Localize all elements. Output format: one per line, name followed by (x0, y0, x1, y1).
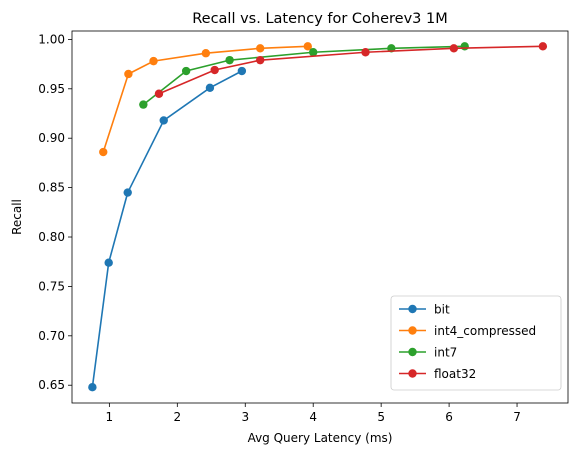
data-point-int4_compressed (303, 42, 312, 51)
series-int4_compressed (99, 42, 312, 157)
y-tick-label: 0.90 (38, 131, 65, 145)
x-tick-label: 1 (106, 410, 114, 424)
data-point-int4_compressed (149, 56, 158, 66)
legend-swatch-marker (408, 369, 417, 378)
series-bit (88, 66, 247, 392)
legend-swatch-marker (408, 326, 417, 335)
legend-label: int7 (434, 346, 457, 360)
x-tick-label: 3 (241, 410, 249, 424)
series-float32 (154, 42, 548, 98)
data-point-float32 (210, 65, 219, 75)
data-point-bit (104, 258, 113, 267)
legend-entry-bit: bit (399, 303, 450, 317)
data-point-int7 (139, 100, 148, 109)
plot-series (88, 42, 548, 392)
data-point-bit (88, 382, 97, 392)
y-axis-label: Recall (10, 199, 24, 235)
data-point-int4_compressed (99, 147, 108, 157)
data-point-bit (123, 188, 132, 197)
data-point-float32 (256, 55, 265, 65)
axis-ticks: 1 2 3 4 5 6 7 0.65 0.70 0.75 0.80 0.85 0.90 0.95 1.00 (38, 32, 521, 424)
y-tick-label: 0.95 (38, 82, 65, 96)
legend-entry-int4_compressed: int4_compressed (399, 324, 536, 338)
data-point-bit (237, 66, 247, 76)
legend-swatch-marker (408, 347, 417, 357)
data-point-int7 (181, 66, 191, 76)
data-point-int4_compressed (201, 49, 211, 58)
legend: bit int4_compressed int7 float32 (390, 295, 562, 391)
data-point-float32 (538, 42, 548, 51)
chart-title: Recall vs. Latency for Coherev3 1M (192, 11, 448, 27)
x-tick-label: 5 (377, 410, 385, 424)
y-tick-label: 0.65 (38, 378, 65, 392)
data-point-bit (205, 83, 215, 93)
x-tick-label: 2 (173, 410, 181, 424)
data-point-int4_compressed (124, 69, 133, 79)
legend-label: float32 (434, 367, 476, 381)
legend-swatch-marker (408, 304, 417, 314)
x-tick-label: 7 (513, 410, 521, 424)
series-line-bit (91, 70, 243, 388)
series-line-float32 (158, 45, 543, 95)
x-tick-label: 4 (309, 410, 317, 424)
data-point-float32 (449, 44, 459, 53)
y-tick-label: 0.80 (38, 230, 65, 244)
data-point-int4_compressed (256, 44, 265, 53)
y-tick-label: 0.70 (38, 329, 65, 343)
legend-entry-int7: int7 (399, 346, 457, 360)
plot-frame (71, 30, 569, 404)
legend-label: bit (434, 303, 450, 317)
legend-box (390, 295, 562, 391)
y-tick-label: 0.85 (38, 181, 65, 195)
y-tick-label: 1.00 (38, 32, 65, 46)
legend-label: int4_compressed (434, 324, 536, 338)
data-point-int7 (309, 48, 318, 57)
data-point-int7 (460, 42, 469, 51)
data-point-bit (159, 116, 168, 125)
data-point-float32 (361, 48, 370, 57)
y-tick-label: 0.75 (38, 279, 65, 293)
data-point-float32 (154, 89, 164, 98)
series-line-int7 (142, 45, 465, 106)
x-tick-label: 6 (445, 410, 453, 424)
legend-entry-float32: float32 (399, 367, 476, 381)
series-int7 (139, 42, 469, 109)
data-point-int7 (225, 55, 234, 65)
x-axis-label: Avg Query Latency (ms) (248, 431, 393, 445)
series-line-int4_compressed (102, 45, 308, 153)
